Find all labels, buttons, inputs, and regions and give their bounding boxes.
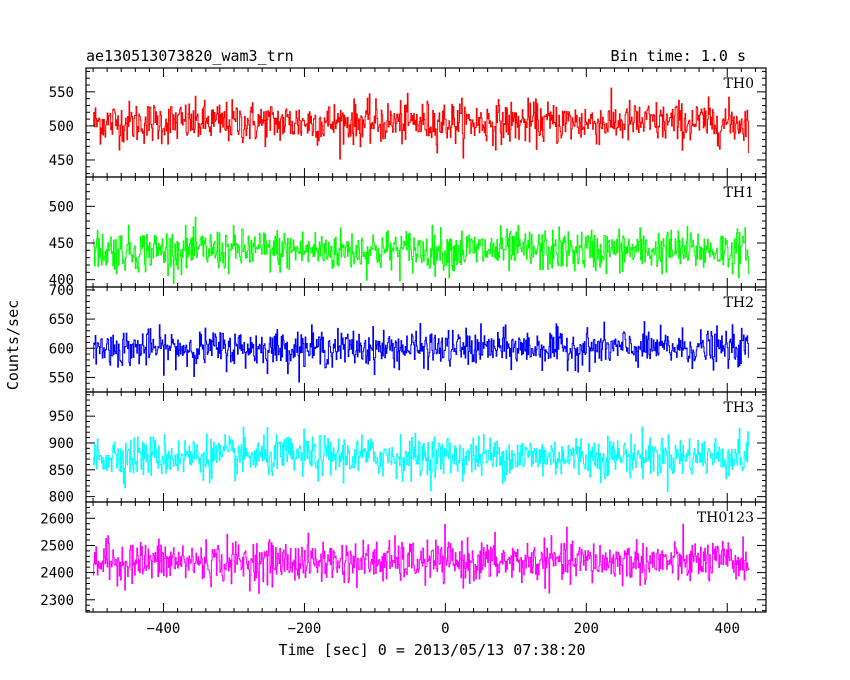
- y-tick-label: 600: [49, 341, 74, 357]
- panel-th2: 550 600 650 700 TH2: [49, 283, 767, 393]
- series-th3: [93, 426, 750, 492]
- panel-label: TH3: [724, 400, 754, 416]
- panel-th0: 450 500 550 TH0: [49, 67, 767, 178]
- panel-frame: [85, 176, 767, 288]
- y-tick-label: 800: [49, 490, 74, 506]
- panel-label: TH1: [724, 185, 754, 201]
- series-th0123: [93, 523, 750, 594]
- y-tick-label: 2300: [40, 593, 74, 609]
- series-th2: [93, 321, 750, 383]
- x-tick-label: 200: [574, 621, 599, 637]
- y-tick-label: 550: [49, 370, 74, 386]
- chart-title: ae130513073820_wam3_trn: [86, 47, 294, 65]
- panel-label: TH0: [724, 76, 754, 92]
- y-tick-label: 700: [49, 283, 74, 299]
- y-tick-label: 2400: [40, 566, 74, 582]
- series-th1: [93, 216, 750, 284]
- y-tick-label: 950: [49, 409, 74, 425]
- panel-frame: [85, 501, 767, 613]
- x-tick-label: −400: [147, 621, 181, 637]
- y-tick-label: 500: [49, 119, 74, 135]
- x-tick-label: −200: [288, 621, 322, 637]
- panel-th0123: 2300 2400 2500 2600 TH0123: [40, 501, 767, 613]
- panel-label: TH0123: [697, 510, 754, 526]
- y-tick-label: 2500: [40, 538, 74, 554]
- y-tick-label: 650: [49, 312, 74, 328]
- y-tick-label: 500: [49, 199, 74, 215]
- x-tick-label: 400: [715, 621, 740, 637]
- y-axis-label: Counts/sec: [4, 300, 22, 390]
- panel-frame: [85, 391, 767, 503]
- y-tick-label: 2600: [40, 511, 74, 527]
- x-axis: −400 −200 0 200 400: [147, 621, 740, 637]
- y-tick-label: 850: [49, 463, 74, 479]
- series-th0: [93, 87, 750, 160]
- y-tick-label: 450: [49, 236, 74, 252]
- y-tick-label: 450: [49, 153, 74, 169]
- x-tick-label: 0: [441, 621, 449, 637]
- y-tick-label: 550: [49, 85, 74, 101]
- bin-time-label: Bin time: 1.0 s: [611, 47, 746, 65]
- panel-th3: 800 850 900 950 TH3: [49, 391, 767, 506]
- panel-th1: 400 450 500 TH1: [49, 176, 767, 289]
- panels-group: 450 500 550 TH0 400 450 500 TH1 550 600 650 700 TH2 8…: [40, 67, 767, 613]
- y-tick-label: 900: [49, 436, 74, 452]
- y-tick-label: 400: [49, 273, 74, 289]
- x-axis-label: Time [sec] 0 = 2013/05/13 07:38:20: [278, 641, 585, 659]
- panel-label: TH2: [724, 295, 754, 311]
